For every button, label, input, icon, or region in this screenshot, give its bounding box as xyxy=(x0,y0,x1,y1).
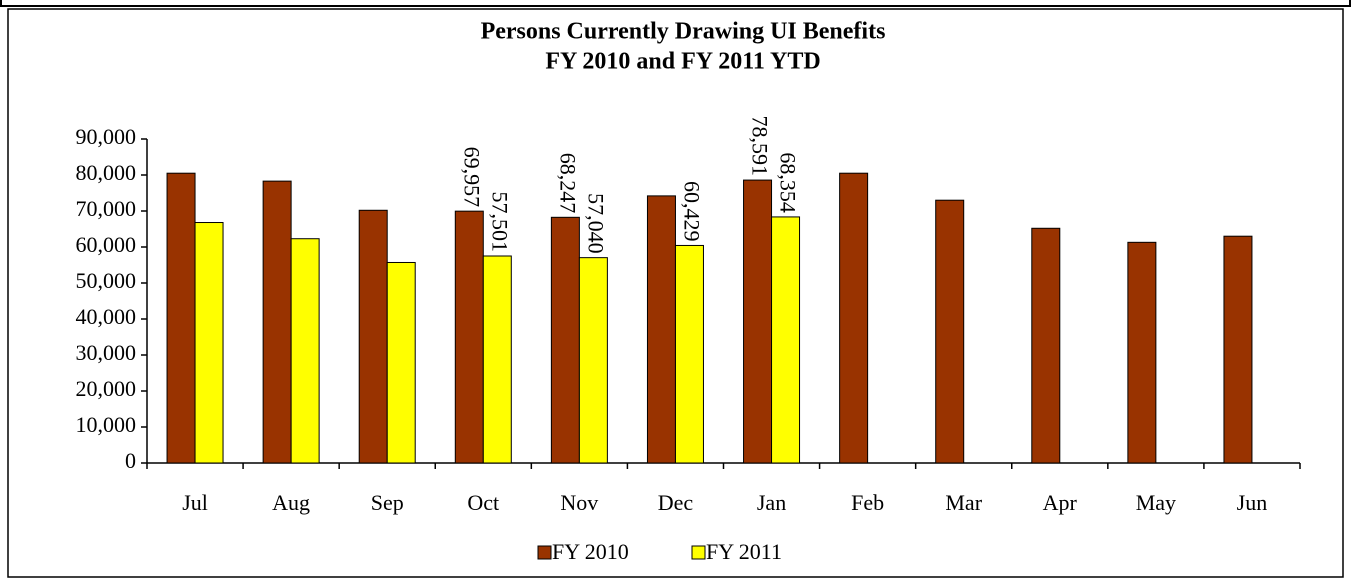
bar xyxy=(674,244,704,464)
bar xyxy=(166,172,196,464)
bar xyxy=(839,172,869,464)
y-tick-label: 60,000 xyxy=(76,232,137,257)
y-tick-label: 20,000 xyxy=(76,376,137,401)
bar xyxy=(194,222,224,464)
legend-swatch xyxy=(537,545,552,560)
legend-label: FY 2011 xyxy=(706,539,782,564)
x-tick-label: Oct xyxy=(467,490,499,515)
x-tick-label: Jun xyxy=(1237,490,1268,515)
data-label: 57,501 xyxy=(487,191,512,252)
bar xyxy=(1031,227,1061,464)
bar xyxy=(743,179,773,464)
x-tick-label: Sep xyxy=(371,490,404,515)
data-label: 57,040 xyxy=(583,193,608,254)
bar xyxy=(290,238,320,464)
bar xyxy=(578,257,608,464)
x-tick-label: Dec xyxy=(658,490,694,515)
data-label: 78,591 xyxy=(747,116,772,177)
data-label: 69,957 xyxy=(459,147,484,208)
bar xyxy=(646,195,676,464)
x-tick-label: Feb xyxy=(851,490,884,515)
bar xyxy=(935,199,965,464)
y-tick-label: 30,000 xyxy=(76,340,137,365)
bar xyxy=(386,261,416,464)
bar xyxy=(550,216,580,464)
data-label: 60,429 xyxy=(679,181,704,242)
bar xyxy=(771,216,801,464)
x-tick-label: Aug xyxy=(272,490,310,515)
legend-swatch xyxy=(691,545,706,560)
x-tick-label: Nov xyxy=(560,490,598,515)
y-tick-label: 10,000 xyxy=(76,412,137,437)
bar xyxy=(1127,241,1157,464)
bar xyxy=(454,210,484,464)
chart-title: Persons Currently Drawing UI Benefits xyxy=(481,19,886,45)
y-tick-label: 50,000 xyxy=(76,268,137,293)
x-tick-label: Apr xyxy=(1043,490,1078,515)
x-tick-label: Jul xyxy=(182,490,208,515)
y-tick-label: 40,000 xyxy=(76,304,137,329)
bar xyxy=(482,255,512,464)
chart-subtitle: FY 2010 and FY 2011 YTD xyxy=(545,49,820,75)
x-tick-label: May xyxy=(1136,490,1176,515)
y-tick-label: 80,000 xyxy=(76,160,137,185)
bar xyxy=(1223,235,1253,464)
x-tick-label: Mar xyxy=(945,490,982,515)
bar xyxy=(358,209,388,464)
bar xyxy=(262,180,292,464)
data-label: 68,354 xyxy=(775,152,800,213)
data-label: 68,247 xyxy=(555,153,580,214)
x-tick-label: Jan xyxy=(757,490,786,515)
y-tick-label: 0 xyxy=(125,448,136,473)
y-tick-label: 70,000 xyxy=(76,196,137,221)
y-tick-label: 90,000 xyxy=(76,124,137,149)
top-frame xyxy=(0,0,1351,7)
legend-label: FY 2010 xyxy=(552,539,629,564)
